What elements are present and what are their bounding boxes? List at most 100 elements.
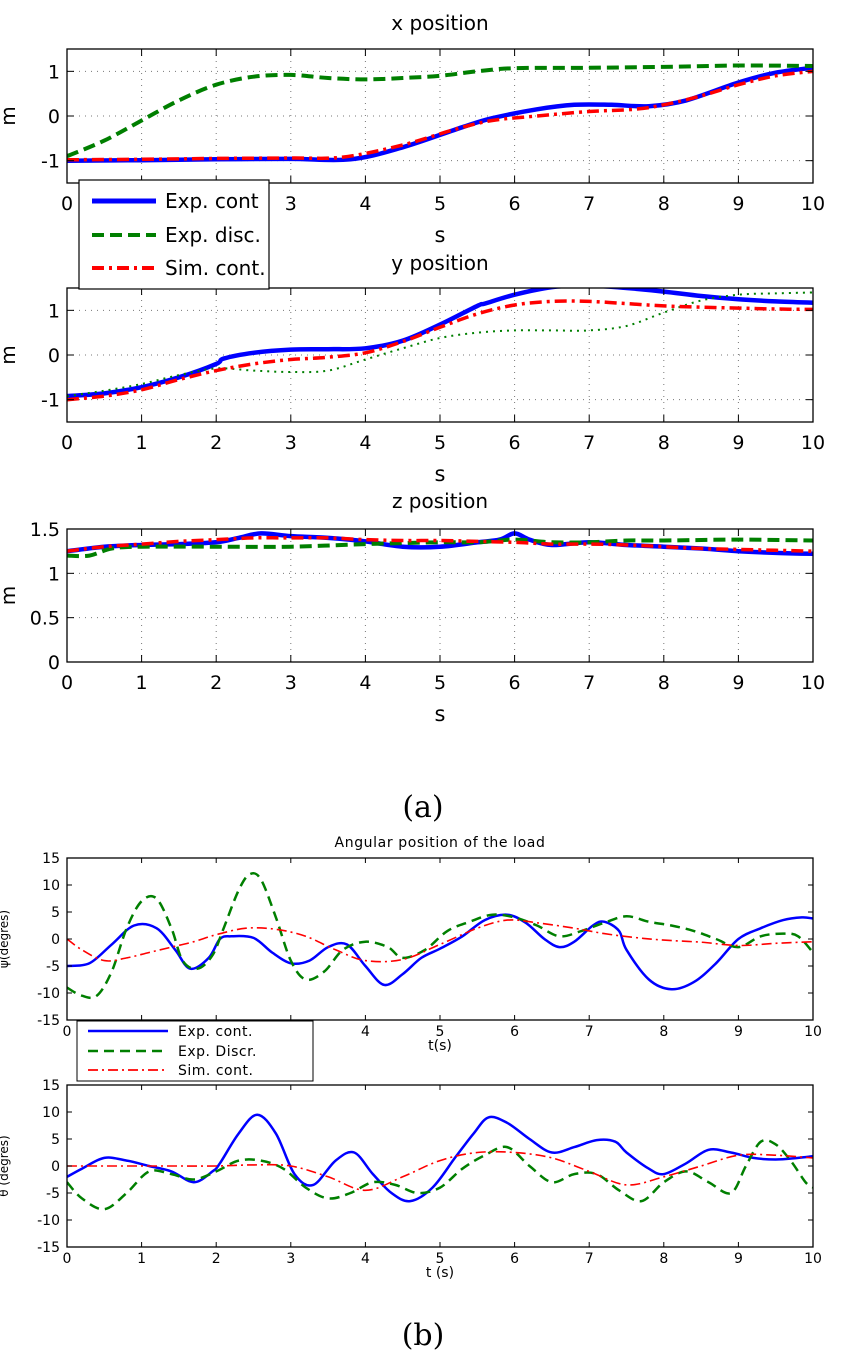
x-tick-label: 7: [583, 432, 595, 454]
x-tick-label: 5: [434, 672, 446, 694]
y-tick-label: -10: [37, 986, 60, 1002]
series-line-exp-cont: [67, 913, 813, 991]
y-tick-label: 10: [42, 1105, 60, 1121]
legend-top-label-sim-cont: Sim. cont.: [165, 256, 266, 280]
y-tick-label: 15: [42, 1078, 60, 1094]
x-tick-label: 2: [212, 1251, 221, 1267]
x-tick-label: 7: [585, 1024, 594, 1040]
x-tick-label: 1: [136, 432, 148, 454]
legend-bottom-label-exp-cont: Exp. cont.: [178, 1024, 253, 1040]
y-tick-label: -1: [41, 390, 60, 412]
y-tick-label: 0: [51, 1159, 60, 1175]
chart-panel-3: 0 1 2 3 4 5 6 7 8 9 10 0 0.5 1 1.5 z position s m: [0, 489, 825, 726]
x-tick-label: 6: [509, 193, 521, 215]
series-line-sim-cont: [67, 1150, 813, 1192]
series-line-exp-cont: [67, 65, 813, 163]
y-tick-label: 10: [42, 878, 60, 894]
x-tick-label: 0: [61, 432, 73, 454]
x-tick-label: 5: [436, 1251, 445, 1267]
x-tick-label: 3: [285, 432, 297, 454]
y-axis-label: θ (degres): [0, 1135, 11, 1196]
x-tick-label: 4: [361, 1251, 370, 1267]
series-line-exp-disc: [67, 537, 813, 559]
x-tick-label: 2: [210, 432, 222, 454]
x-tick-label: 8: [659, 1251, 668, 1267]
y-tick-label: 0: [51, 932, 60, 948]
axes-frame: [66, 1084, 814, 1248]
series-line-exp-cont: [67, 288, 813, 399]
x-tick-label: 0: [63, 1024, 72, 1040]
x-tick-label: 5: [436, 1024, 445, 1040]
x-tick-label: 5: [434, 432, 446, 454]
x-tick-label: 5: [434, 193, 446, 215]
series-line-exp-discr: [67, 1138, 813, 1211]
y-tick-label: -1: [41, 151, 60, 173]
x-tick-label: 10: [801, 672, 825, 694]
y-tick-label: -10: [37, 1213, 60, 1229]
series-line-exp-cont: [67, 1113, 813, 1203]
y-tick-label: 1.5: [30, 519, 60, 541]
y-tick-label: 1: [48, 300, 60, 322]
chart-title: z position: [392, 489, 488, 513]
y-tick-label: 0: [48, 345, 60, 367]
x-tick-label: 10: [801, 432, 825, 454]
x-tick-label: 6: [509, 432, 521, 454]
x-tick-label: 9: [734, 1251, 743, 1267]
legend-bottom-label-sim-cont: Sim. cont.: [178, 1063, 253, 1079]
legend-top: Exp. cont Exp. disc. Sim. cont.: [78, 179, 270, 290]
series-group: [67, 531, 813, 559]
legend-bottom-label-exp-discr: Exp. Discr.: [178, 1044, 257, 1060]
y-axis-label: m: [0, 345, 20, 364]
x-tick-label: 0: [63, 1251, 72, 1267]
series-line-sim-cont: [67, 299, 813, 402]
x-tick-label: 7: [583, 193, 595, 215]
y-tick-label: -15: [37, 1240, 60, 1256]
x-tick-label: 8: [658, 432, 670, 454]
x-tick-label: 4: [361, 1024, 370, 1040]
x-tick-label: 4: [359, 193, 371, 215]
x-tick-label: 0: [61, 193, 73, 215]
x-axis-label: s: [435, 702, 446, 726]
legend-top-label-exp-cont: Exp. cont: [165, 189, 259, 213]
y-tick-label: -5: [46, 1186, 60, 1202]
series-line-sim-cont: [67, 69, 813, 162]
y-tick-label: -15: [37, 1013, 60, 1029]
x-tick-label: 9: [732, 672, 744, 694]
series-group: [67, 288, 813, 402]
x-tick-label: 10: [804, 1251, 822, 1267]
y-tick-label: 1: [48, 563, 60, 585]
x-tick-label: 6: [510, 1024, 519, 1040]
x-tick-label: 9: [732, 193, 744, 215]
series-line-exp-cont: [67, 531, 813, 557]
x-tick-label: 7: [583, 672, 595, 694]
chart-panel-5: 0 1 2 3 4 5 6 7 8 9 10 -15 -10 -5 0 5 10 15 t (s) θ (degres…: [0, 1078, 822, 1281]
y-tick-label: 1: [48, 61, 60, 83]
x-tick-label: 6: [510, 1251, 519, 1267]
axes-frame: [66, 857, 814, 1021]
x-tick-label: 8: [659, 1024, 668, 1040]
x-tick-label: 2: [210, 672, 222, 694]
legend-top-label-exp-disc: Exp. disc.: [165, 223, 261, 247]
x-tick-label: 1: [136, 672, 148, 694]
caption-a: (a): [402, 790, 443, 825]
chart-title: y position: [391, 251, 488, 275]
chart-title: x position: [391, 11, 488, 35]
x-tick-label: 3: [286, 1251, 295, 1267]
y-axis-label: ψ(degres): [0, 910, 11, 968]
x-tick-label: 1: [137, 1251, 146, 1267]
series-group: [67, 1113, 813, 1211]
y-tick-label: 5: [51, 905, 60, 921]
series-line-exp-discr: [67, 871, 813, 1000]
x-tick-label: 6: [509, 672, 521, 694]
series-line-exp-disc: [67, 63, 813, 159]
y-axis-label: m: [0, 106, 20, 125]
x-tick-label: 0: [61, 672, 73, 694]
x-tick-label: 4: [359, 672, 371, 694]
chart-title: Angular position of the load: [335, 835, 546, 851]
y-tick-label: 5: [51, 1132, 60, 1148]
y-tick-label: 0.5: [30, 608, 60, 630]
x-tick-label: 8: [658, 672, 670, 694]
